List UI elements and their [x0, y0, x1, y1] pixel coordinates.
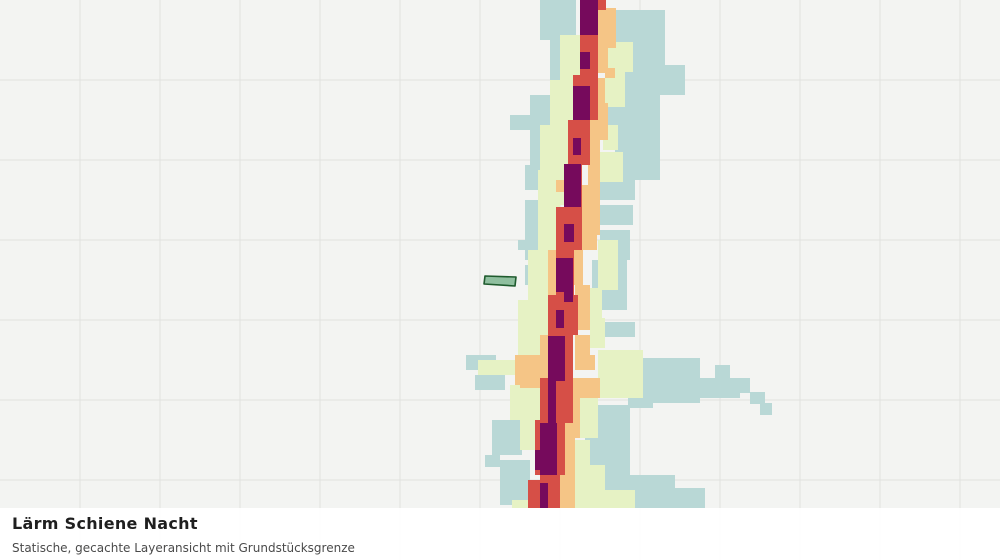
- map-caption: Lärm Schiene Nacht Statische, gecachte L…: [0, 508, 1000, 560]
- parcel-polygon[interactable]: [483, 275, 517, 287]
- parcel-boundary[interactable]: [483, 275, 517, 287]
- noise-layer: [466, 0, 772, 508]
- noise-zone-low: [478, 35, 643, 508]
- layer-title: Lärm Schiene Nacht: [12, 514, 198, 533]
- noise-zone-highest: [535, 0, 598, 508]
- noise-zone-medium: [515, 8, 616, 508]
- layer-subtitle: Statische, gecachte Layeransicht mit Gru…: [12, 541, 355, 555]
